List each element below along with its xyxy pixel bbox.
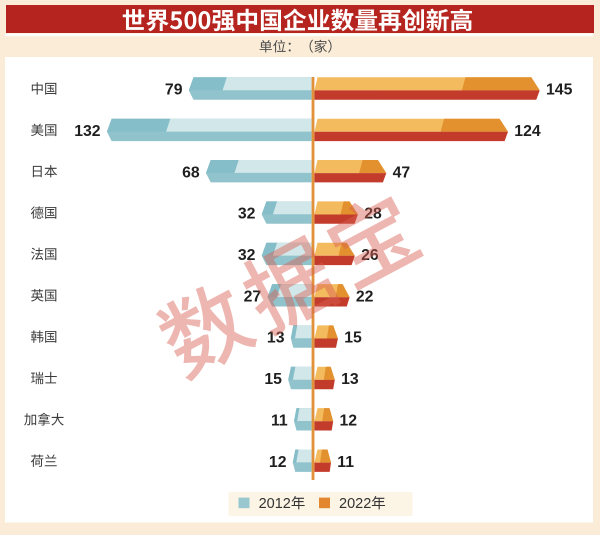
svg-text:124: 124 <box>514 123 541 140</box>
svg-text:47: 47 <box>393 164 411 181</box>
svg-text:15: 15 <box>264 371 282 388</box>
svg-text:68: 68 <box>182 164 200 181</box>
svg-text:22: 22 <box>356 288 374 305</box>
svg-text:13: 13 <box>267 330 285 347</box>
svg-text:79: 79 <box>165 82 183 99</box>
svg-text:32: 32 <box>238 206 256 223</box>
svg-text:132: 132 <box>74 123 101 140</box>
svg-text:145: 145 <box>546 82 573 99</box>
svg-text:13: 13 <box>341 371 359 388</box>
svg-text:2022: 2022 <box>339 496 371 512</box>
svg-text:12: 12 <box>340 412 358 429</box>
svg-text:27: 27 <box>244 288 262 305</box>
svg-text:11: 11 <box>271 412 288 429</box>
svg-text:32: 32 <box>238 247 256 264</box>
svg-text:11: 11 <box>337 454 354 471</box>
svg-text:15: 15 <box>344 330 362 347</box>
svg-text:12: 12 <box>269 454 287 471</box>
svg-text:2012: 2012 <box>259 496 291 512</box>
